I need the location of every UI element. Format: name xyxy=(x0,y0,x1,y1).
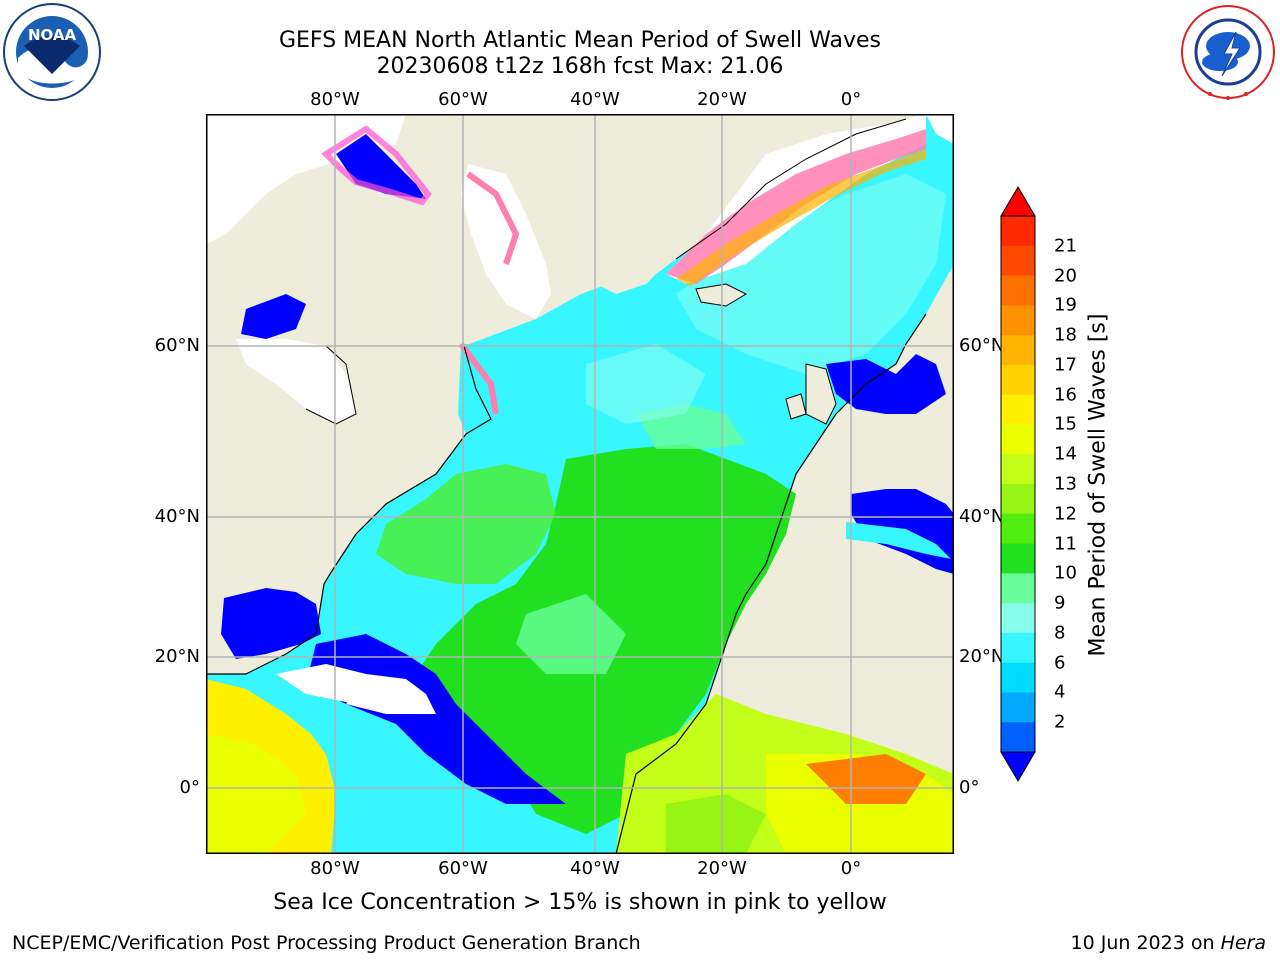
colorbar-segment xyxy=(1001,543,1035,574)
colorbar-segment xyxy=(1001,335,1035,366)
lon-tick-top: 0° xyxy=(840,89,862,110)
colorbar-segment xyxy=(1001,364,1035,396)
lon-tick-top: 40°W xyxy=(570,89,620,110)
colorbar-label: 15 xyxy=(1054,413,1077,435)
footer-date-text: 10 Jun 2023 on xyxy=(1070,932,1221,954)
colorbar-segment xyxy=(1001,662,1035,693)
colorbar-label: 6 xyxy=(1054,652,1066,674)
colorbar-label: 12 xyxy=(1054,503,1077,525)
colorbar-segment xyxy=(1001,275,1035,306)
colorbar-segment xyxy=(1001,305,1035,336)
lat-tick-left: 40°N xyxy=(154,506,200,527)
colorbar-segment xyxy=(1001,603,1035,634)
colorbar-label: 18 xyxy=(1054,324,1077,346)
lon-tick-bottom: 40°W xyxy=(570,858,620,879)
colorbar-segment xyxy=(1001,692,1035,723)
colorbar-segment xyxy=(1001,394,1035,425)
lat-tick-right: 0° xyxy=(959,777,980,798)
colorbar-segment xyxy=(1001,216,1035,247)
map-panel xyxy=(206,114,954,854)
colorbar-segment xyxy=(1001,245,1035,277)
footer-producer: NCEP/EMC/Verification Post Processing Pr… xyxy=(12,932,641,954)
colorbar-label: 8 xyxy=(1054,622,1066,644)
colorbar-label: 13 xyxy=(1054,473,1077,495)
map-frame xyxy=(206,114,954,854)
colorbar-label: 11 xyxy=(1054,533,1077,555)
lon-tick-top: 20°W xyxy=(697,89,747,110)
colorbar-label: 16 xyxy=(1054,384,1077,406)
chart-subtitle: 20230608 t12z 168h fcst Max: 21.06 xyxy=(376,54,784,79)
lon-tick-bottom: 80°W xyxy=(310,858,360,879)
colorbar-segment xyxy=(1001,573,1035,604)
colorbar-over-triangle xyxy=(1000,186,1036,217)
footer-date: 10 Jun 2023 on Hera xyxy=(1071,932,1266,954)
colorbar-segment xyxy=(1001,632,1035,664)
colorbar-segment xyxy=(1001,454,1035,485)
colorbar-label: 9 xyxy=(1054,592,1066,614)
colorbar xyxy=(1000,186,1036,782)
colorbar-segment xyxy=(1001,722,1035,753)
lon-tick-bottom: 20°W xyxy=(697,858,747,879)
colorbar-frame xyxy=(1000,215,1036,753)
lon-tick-bottom: 0° xyxy=(840,858,862,879)
colorbar-label: 14 xyxy=(1054,443,1077,465)
chart-title: GEFS MEAN North Atlantic Mean Period of … xyxy=(278,28,881,53)
lat-tick-right: 60°N xyxy=(959,335,1005,356)
colorbar-label: 2 xyxy=(1054,711,1066,733)
lat-tick-left: 20°N xyxy=(154,646,200,667)
colorbar-label: 19 xyxy=(1054,294,1077,316)
colorbar-title: Mean Period of Swell Waves [s] xyxy=(1085,313,1111,657)
noaa-logo-text: NOAA xyxy=(28,26,77,44)
colorbar-segment xyxy=(1001,513,1035,545)
lat-tick-right: 40°N xyxy=(959,506,1005,527)
colorbar-label: 17 xyxy=(1054,354,1077,376)
colorbar-segment xyxy=(1001,484,1035,515)
colorbar-segment xyxy=(1001,424,1035,455)
lat-tick-left: 0° xyxy=(179,777,200,798)
sea-ice-caption: Sea Ice Concentration > 15% is shown in … xyxy=(273,890,887,915)
footer-host: Hera xyxy=(1220,932,1266,954)
swell-period-map xyxy=(206,114,954,854)
noaa-logo: NOAA xyxy=(2,2,102,102)
colorbar-label: 20 xyxy=(1054,265,1077,287)
nws-logo xyxy=(1178,2,1278,102)
lat-tick-right: 20°N xyxy=(959,646,1005,667)
colorbar-under-triangle xyxy=(1000,751,1036,782)
lon-tick-top: 60°W xyxy=(438,89,488,110)
lon-tick-bottom: 60°W xyxy=(438,858,488,879)
lat-tick-left: 60°N xyxy=(154,335,200,356)
colorbar-label: 4 xyxy=(1054,681,1066,703)
colorbar-label: 10 xyxy=(1054,562,1077,584)
colorbar-label: 21 xyxy=(1054,235,1077,257)
lon-tick-top: 80°W xyxy=(310,89,360,110)
